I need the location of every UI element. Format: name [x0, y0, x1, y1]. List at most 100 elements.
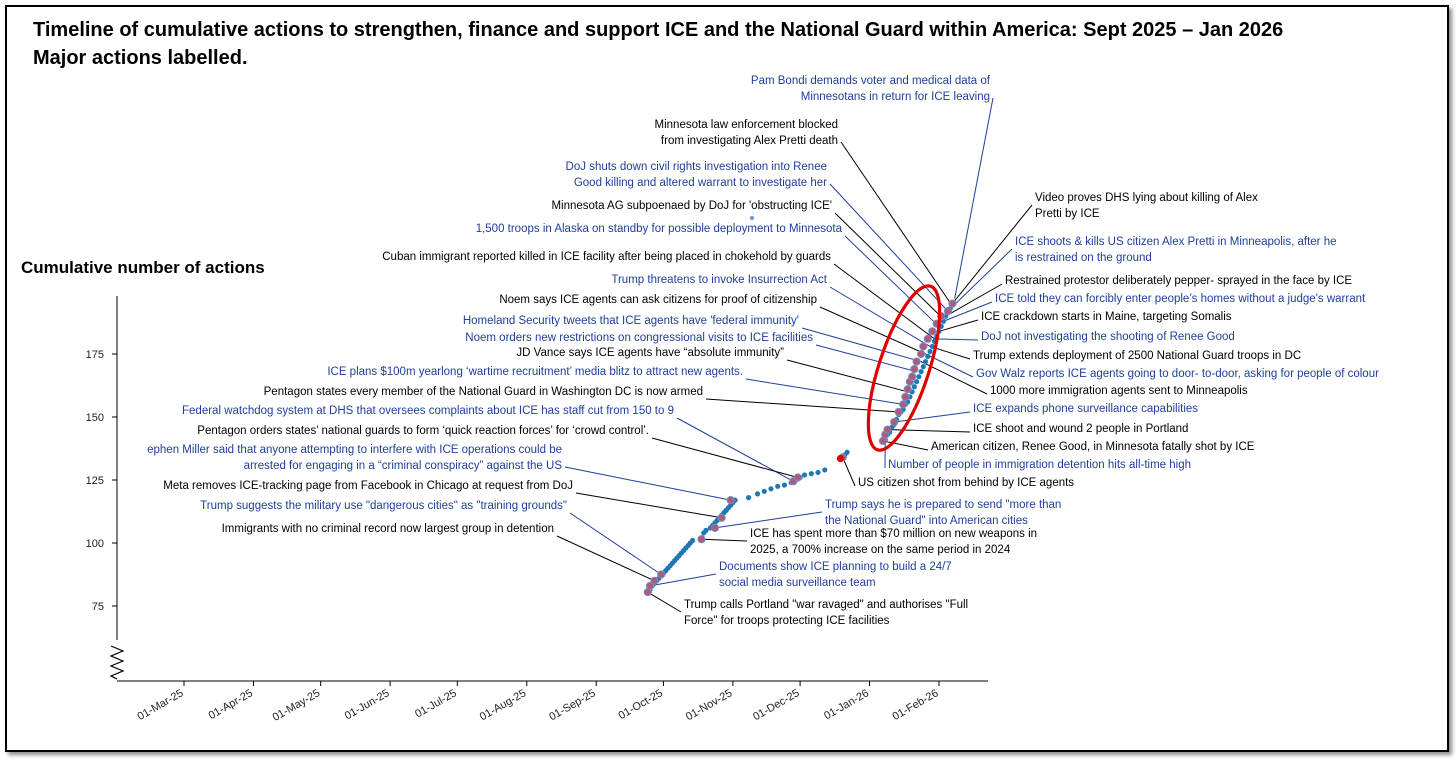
leader-line: [819, 306, 926, 355]
annotation-line: Pam Bondi demands voter and medical data…: [751, 75, 991, 87]
labelled-marker: [793, 473, 802, 482]
annotation-label: Pam Bondi demands voter and medical data…: [751, 75, 991, 103]
annotation-line: ICE expands phone surveillance capabilit…: [973, 403, 1198, 415]
annotation-line: Pretti by ICE: [1035, 208, 1100, 220]
data-point: [703, 527, 709, 534]
annotation-label: Homeland Security tweets that ICE agents…: [463, 315, 799, 327]
leader-line: [842, 457, 856, 487]
annotation-line: Pentagon states every member of the Nati…: [264, 386, 703, 398]
annotation-line: Number of people in immigration detentio…: [888, 459, 1191, 471]
annotation-label: Cuban immigrant reported killed in ICE f…: [382, 251, 831, 263]
annotation-label: ephen Miller said that anyone attempting…: [147, 444, 562, 472]
x-tick-label: 01-Dec-25: [751, 687, 801, 723]
annotation-line: DoJ not investigating the shooting of Re…: [981, 331, 1235, 343]
annotation-line: Force" for troops protecting ICE facilit…: [684, 615, 890, 627]
annotation-line: from investigating Alex Pretti death: [661, 135, 838, 147]
annotation-labels: Pam Bondi demands voter and medical data…: [147, 75, 1379, 627]
stray-point: [749, 215, 755, 221]
annotation-label: Trump suggests the military use "dangero…: [200, 500, 567, 512]
annotation-line: 2025, a 700% increase on the same period…: [750, 544, 1011, 556]
annotation-line: Trump calls Portland "war ravaged" and a…: [684, 599, 968, 611]
labelled-marker: [919, 342, 928, 351]
annotation-line: ICE shoots & kills US citizen Alex Prett…: [1015, 236, 1337, 248]
highlight-point: [836, 454, 845, 463]
labelled-marker: [910, 365, 919, 374]
annotation-label: ICE has spent more than $70 million on n…: [750, 528, 1037, 556]
annotation-label: Gov Walz reports ICE agents going to doo…: [976, 368, 1379, 380]
annotation-line: ephen Miller said that anyone attempting…: [147, 444, 562, 456]
data-point: [844, 449, 850, 455]
y-tick-label: 100: [86, 538, 104, 550]
labelled-marker: [923, 334, 932, 343]
annotation-label: ICE shoots & kills US citizen Alex Prett…: [1015, 236, 1337, 264]
y-tick-label: 150: [86, 412, 104, 424]
labelled-marker: [726, 496, 735, 505]
annotation-label: Pentagon orders states’ national guards …: [197, 425, 649, 437]
data-point: [808, 471, 814, 477]
annotation-label: ICE told they can forcibly enter people’…: [995, 293, 1366, 305]
labelled-marker: [894, 407, 903, 417]
annotation-line: arrested for engaging in a “criminal con…: [244, 460, 563, 472]
leader-line: [829, 183, 951, 315]
data-point: [925, 353, 931, 360]
annotation-line: Minnesota law enforcement blocked: [655, 119, 838, 131]
annotation-line: Good killing and altered warrant to inve…: [574, 177, 827, 189]
labelled-marker: [903, 385, 912, 394]
x-tick-label: 01-Jun-25: [343, 687, 392, 722]
annotation-line: Gov Walz reports ICE agents going to doo…: [976, 368, 1379, 380]
data-point: [689, 537, 696, 544]
annotation-label: ICE expands phone surveillance capabilit…: [973, 403, 1198, 415]
labelled-marker: [645, 581, 655, 590]
labelled-marker: [916, 349, 926, 359]
y-axis-label: Cumulative number of actions: [21, 258, 265, 277]
x-tick-label: 01-Mar-25: [136, 687, 186, 723]
data-point: [761, 488, 767, 494]
y-tick-label: 175: [86, 349, 104, 361]
labelled-marker: [928, 327, 937, 336]
annotation-line: ICE plans $100m yearlong ‘wartime recrui…: [327, 366, 743, 378]
leader-line: [952, 204, 1033, 304]
leader-line: [834, 212, 947, 322]
annotation-label: Immigrants with no criminal record now l…: [222, 523, 554, 535]
annotation-line: Immigrants with no criminal record now l…: [222, 523, 554, 535]
leader-line: [647, 591, 682, 613]
annotation-label: 1,500 troops in Alaska on standby for po…: [476, 223, 843, 235]
annotation-line: 1,500 troops in Alaska on standby for po…: [476, 223, 843, 235]
data-point: [922, 358, 929, 365]
annotation-line: ICE has spent more than $70 million on n…: [750, 528, 1037, 540]
data-point: [815, 469, 821, 476]
data-point: [822, 467, 828, 473]
annotation-label: American citizen, Renee Good, in Minneso…: [931, 441, 1255, 453]
y-tick-label: 75: [92, 601, 104, 613]
leader-line: [938, 319, 979, 332]
labelled-marker: [717, 513, 726, 522]
annotation-line: American citizen, Renee Good, in Minneso…: [931, 441, 1255, 453]
annotation-line: Minnesotans in return for ICE leaving: [801, 91, 990, 103]
data-point: [913, 379, 920, 385]
annotation-label: ICE plans $100m yearlong ‘wartime recrui…: [327, 366, 743, 378]
annotation-label: Restrained protestor deliberately pepper…: [1005, 275, 1352, 287]
labelled-marker: [948, 299, 957, 308]
annotation-label: Trump threatens to invoke Insurrection A…: [611, 274, 827, 286]
x-tick-label: 01-Apr-25: [207, 687, 255, 722]
leader-line: [934, 338, 979, 341]
x-tick-label: 01-May-25: [271, 687, 323, 724]
x-tick-label: 01-Aug-25: [478, 687, 528, 723]
labelled-marker: [912, 357, 921, 366]
data-point: [927, 348, 933, 355]
leader-line: [954, 97, 994, 299]
annotation-label: Number of people in immigration detentio…: [888, 459, 1191, 471]
annotation-label: DoJ shuts down civil rights investigatio…: [566, 161, 828, 189]
annotation-line: social media surveillance team: [719, 577, 876, 589]
annotation-line: is restrained on the ground: [1015, 252, 1152, 264]
chart-title: Timeline of cumulative actions to streng…: [33, 16, 1283, 72]
annotation-line: Cuban immigrant reported killed in ICE f…: [382, 251, 831, 263]
annotation-line: US citizen shot from behind by ICE agent…: [858, 477, 1074, 489]
leader-line: [649, 573, 717, 587]
leader-line: [947, 248, 1013, 312]
data-point: [918, 369, 924, 375]
data-point: [768, 486, 774, 492]
annotation-label: 1000 more immigration agents sent to Min…: [990, 385, 1248, 397]
x-tick-label: 01-Sep-25: [547, 687, 597, 723]
